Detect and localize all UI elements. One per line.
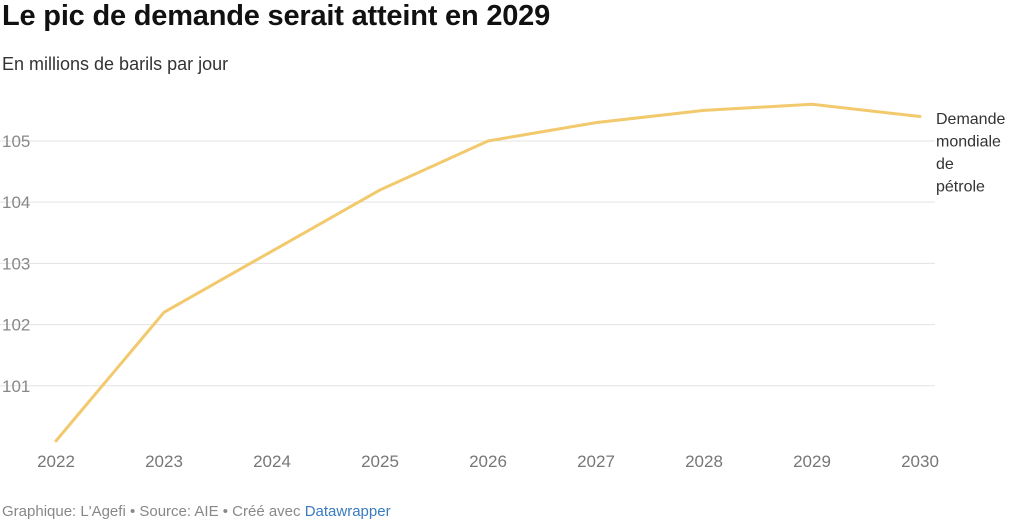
series-label-line: mondiale	[936, 134, 1001, 151]
series-label-line: pétrole	[936, 179, 985, 196]
x-tick-label: 2022	[37, 452, 75, 471]
series-label-line: Demande	[936, 111, 1005, 128]
x-axis-ticks: 2022 2023 2024 2025 2026 2027 2028 2029 2030	[37, 452, 939, 471]
y-axis-ticks: 101 102 103 104 105	[2, 132, 30, 396]
chart-title: Le pic de demande serait atteint en 2029	[2, 0, 551, 32]
x-tick-label: 2024	[253, 452, 291, 471]
y-tick-label: 101	[2, 377, 30, 396]
x-tick-label: 2030	[901, 452, 939, 471]
x-tick-label: 2025	[361, 452, 399, 471]
datawrapper-link[interactable]: Datawrapper	[304, 503, 391, 520]
x-tick-label: 2023	[145, 452, 183, 471]
x-tick-label: 2029	[793, 452, 831, 471]
y-tick-label: 102	[2, 316, 30, 335]
x-tick-label: 2027	[577, 452, 615, 471]
footer-credit: Graphique: L'Agefi • Source: AIE • Créé …	[2, 503, 305, 520]
y-tick-label: 105	[2, 132, 30, 151]
chart-footer: Graphique: L'Agefi • Source: AIE • Créé …	[2, 503, 391, 520]
gridlines	[0, 140, 935, 387]
series-layer	[54, 102, 922, 443]
y-tick-label: 103	[2, 254, 30, 273]
series-label: Demande mondiale de pétrole	[936, 111, 1005, 196]
series-line	[54, 102, 922, 443]
y-tick-label: 104	[2, 193, 30, 212]
chart-subtitle: En millions de barils par jour	[2, 54, 229, 74]
series-label-layer: Demande mondiale de pétrole	[936, 111, 1005, 196]
x-tick-label: 2028	[685, 452, 723, 471]
series-label-line: de	[936, 156, 954, 173]
x-tick-label: 2026	[469, 452, 507, 471]
